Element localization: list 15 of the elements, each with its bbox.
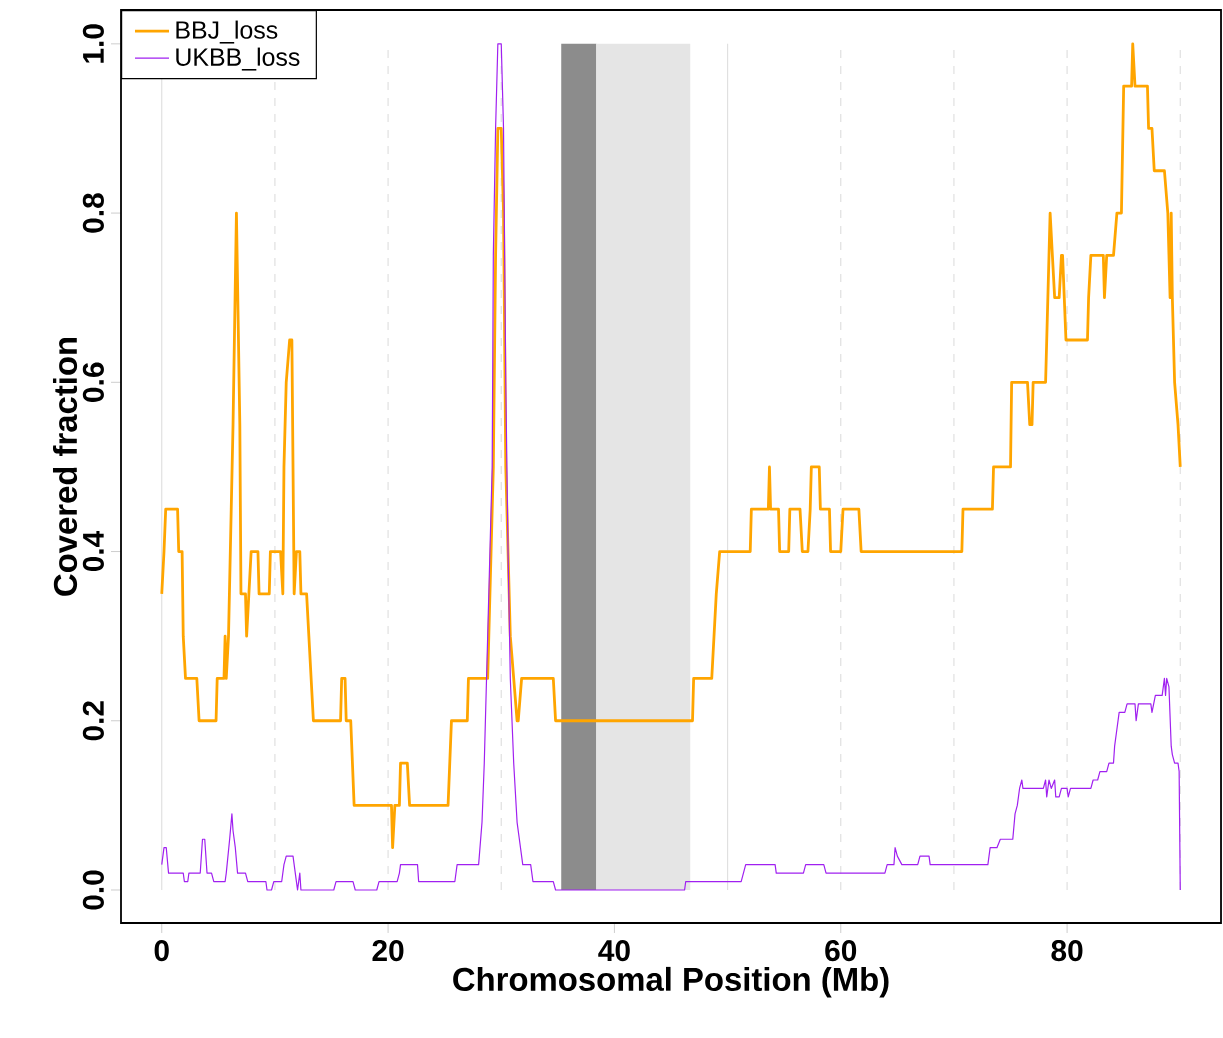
x-tick-label: 60 <box>825 940 857 962</box>
x-tick-label: 20 <box>372 940 404 962</box>
y-axis-title: Covered fraction <box>52 337 78 596</box>
y-tick-label: 0.2 <box>82 701 104 741</box>
y-tick-label: 0.8 <box>82 193 104 233</box>
x-axis-title: Chromosomal Position (Mb) <box>453 966 889 998</box>
y-tick-label: 0.4 <box>82 530 104 572</box>
legend-label: BBJ_loss <box>176 20 278 44</box>
x-tick-label: 40 <box>598 940 630 962</box>
x-tick-label: 0 <box>154 940 169 962</box>
y-tick-label: 0.6 <box>82 362 104 402</box>
y-tick-label: 0.0 <box>82 870 104 910</box>
legend-label: UKBB_loss <box>176 47 300 71</box>
y-tick-label: 1.0 <box>82 24 104 63</box>
x-tick-label: 80 <box>1051 940 1083 962</box>
